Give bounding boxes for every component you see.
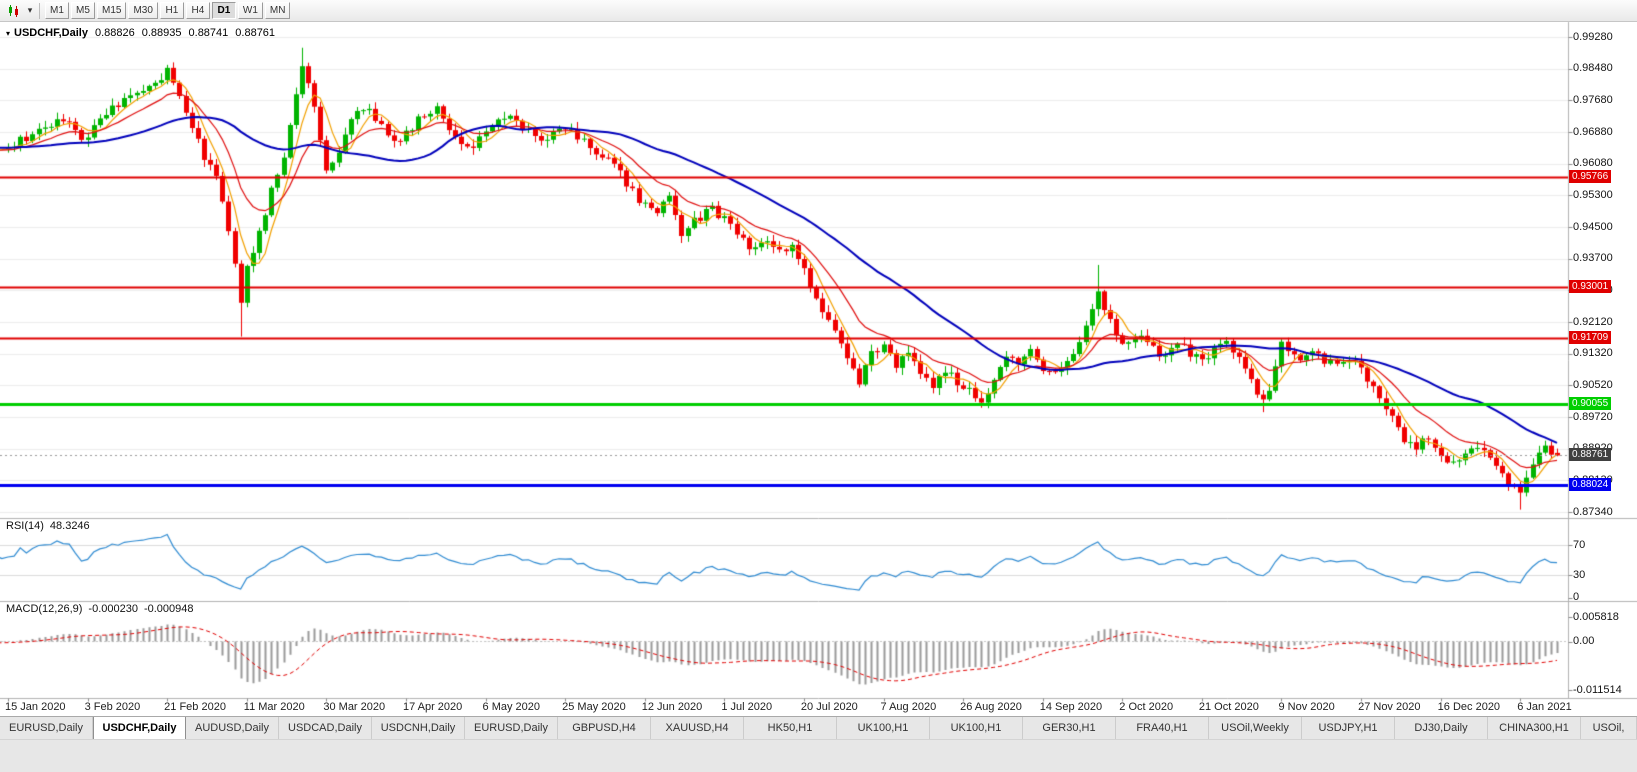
chart-tab-15-dj30-daily[interactable]: DJ30,Daily xyxy=(1395,717,1488,739)
timeframe-button-h4[interactable]: H4 xyxy=(185,2,210,19)
timeframe-button-m30[interactable]: M30 xyxy=(128,2,158,19)
timeframe-button-m5[interactable]: M5 xyxy=(71,2,95,19)
chart-menu-icon[interactable]: ▾ xyxy=(6,29,11,38)
status-area xyxy=(0,739,1637,772)
chart-tab-bar: EURUSD,Daily USDCHF,Daily AUDUSD,Daily USDC… xyxy=(0,716,1637,739)
chart-tab-1-usdchf-daily[interactable]: USDCHF,Daily xyxy=(93,717,186,739)
timeframe-button-w1[interactable]: W1 xyxy=(237,2,263,19)
chart-tab-5-eurusd-daily[interactable]: EURUSD,Daily xyxy=(465,717,558,739)
candlestick-glyph xyxy=(9,4,18,17)
timeframe-button-group: M1 M5 M15 M30 H1 H4 D1 W1 MN xyxy=(45,2,292,19)
toolbar-separator xyxy=(39,2,40,19)
chart-tab-2-audusd-daily[interactable]: AUDUSD,Daily xyxy=(186,717,279,739)
chart-tab-14-usdjpy-h1[interactable]: USDJPY,H1 xyxy=(1302,717,1395,739)
chart-tab-3-usdcad-daily[interactable]: USDCAD,Daily xyxy=(279,717,372,739)
timeframe-button-m1[interactable]: M1 xyxy=(45,2,69,19)
chart-type-dropdown-icon[interactable]: ▾ xyxy=(27,5,33,15)
chart-tab-6-gbpusd-h4[interactable]: GBPUSD,H4 xyxy=(558,717,651,739)
chart-tab-9-uk100-h1[interactable]: UK100,H1 xyxy=(837,717,930,739)
chart-tab-12-fra40-h1[interactable]: FRA40,H1 xyxy=(1116,717,1209,739)
chart-tab-7-xauusd-h4[interactable]: XAUUSD,H4 xyxy=(651,717,744,739)
timeframe-toolbar: ▾ M1 M5 M15 M30 H1 H4 D1 W1 MN xyxy=(0,0,1637,22)
chart-tab-17-usoil-[interactable]: USOil, xyxy=(1581,717,1637,739)
timeframe-button-mn[interactable]: MN xyxy=(264,2,291,19)
chart-tab-8-hk50-h1[interactable]: HK50,H1 xyxy=(744,717,837,739)
timeframe-button-m15[interactable]: M15 xyxy=(97,2,127,19)
chart-tab-16-china300-h1[interactable]: CHINA300,H1 xyxy=(1488,717,1581,739)
timeframe-button-d1[interactable]: D1 xyxy=(211,2,236,19)
timeframe-button-h1[interactable]: H1 xyxy=(159,2,184,19)
chart-tab-13-usoil-weekly[interactable]: USOil,Weekly xyxy=(1209,717,1302,739)
chart-tab-10-uk100-h1[interactable]: UK100,H1 xyxy=(930,717,1023,739)
chart-tab-11-ger30-h1[interactable]: GER30,H1 xyxy=(1023,717,1116,739)
chart-tab-0-eurusd-daily[interactable]: EURUSD,Daily xyxy=(0,717,93,739)
chart-tab-4-usdcnh-daily[interactable]: USDCNH,Daily xyxy=(372,717,465,739)
chart-type-candlestick-icon[interactable] xyxy=(4,2,24,20)
